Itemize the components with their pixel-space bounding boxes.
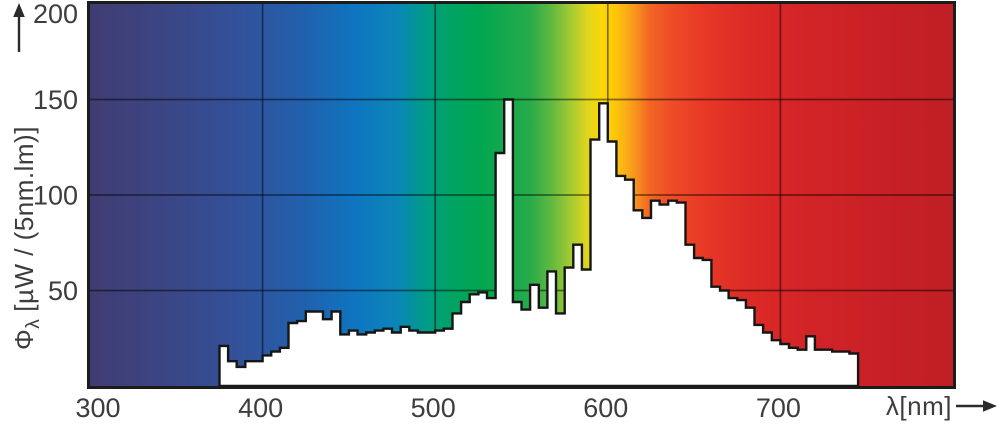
y-axis-title: Φλ[µW / (5nm.lm)] — [9, 3, 44, 350]
x-axis-tick-labels: 300 400 500 600 700 — [75, 393, 800, 423]
x-tick-label: 500 — [411, 393, 456, 423]
x-tick-label: 600 — [583, 393, 628, 423]
y-tick-label: 200 — [33, 0, 78, 29]
y-axis-label: Φλ[µW / (5nm.lm)] — [9, 126, 44, 350]
y-tick-label: 150 — [33, 85, 78, 115]
plot-border — [87, 1, 956, 389]
y-tick-label: 100 — [33, 181, 78, 211]
y-axis-arrow-icon — [13, 3, 25, 52]
x-tick-label: 700 — [756, 393, 801, 423]
x-axis-label: λ[nm] — [886, 391, 952, 421]
y-axis-tick-labels: 50 100 150 200 — [33, 0, 78, 306]
x-axis-arrow-icon — [956, 400, 997, 412]
y-tick-label: 50 — [48, 276, 78, 306]
x-tick-label: 400 — [238, 393, 283, 423]
x-axis-title: λ[nm] — [886, 391, 997, 421]
plot-area — [87, 1, 956, 389]
x-tick-label: 300 — [75, 393, 120, 423]
spectral-distribution-area — [218, 98, 860, 388]
